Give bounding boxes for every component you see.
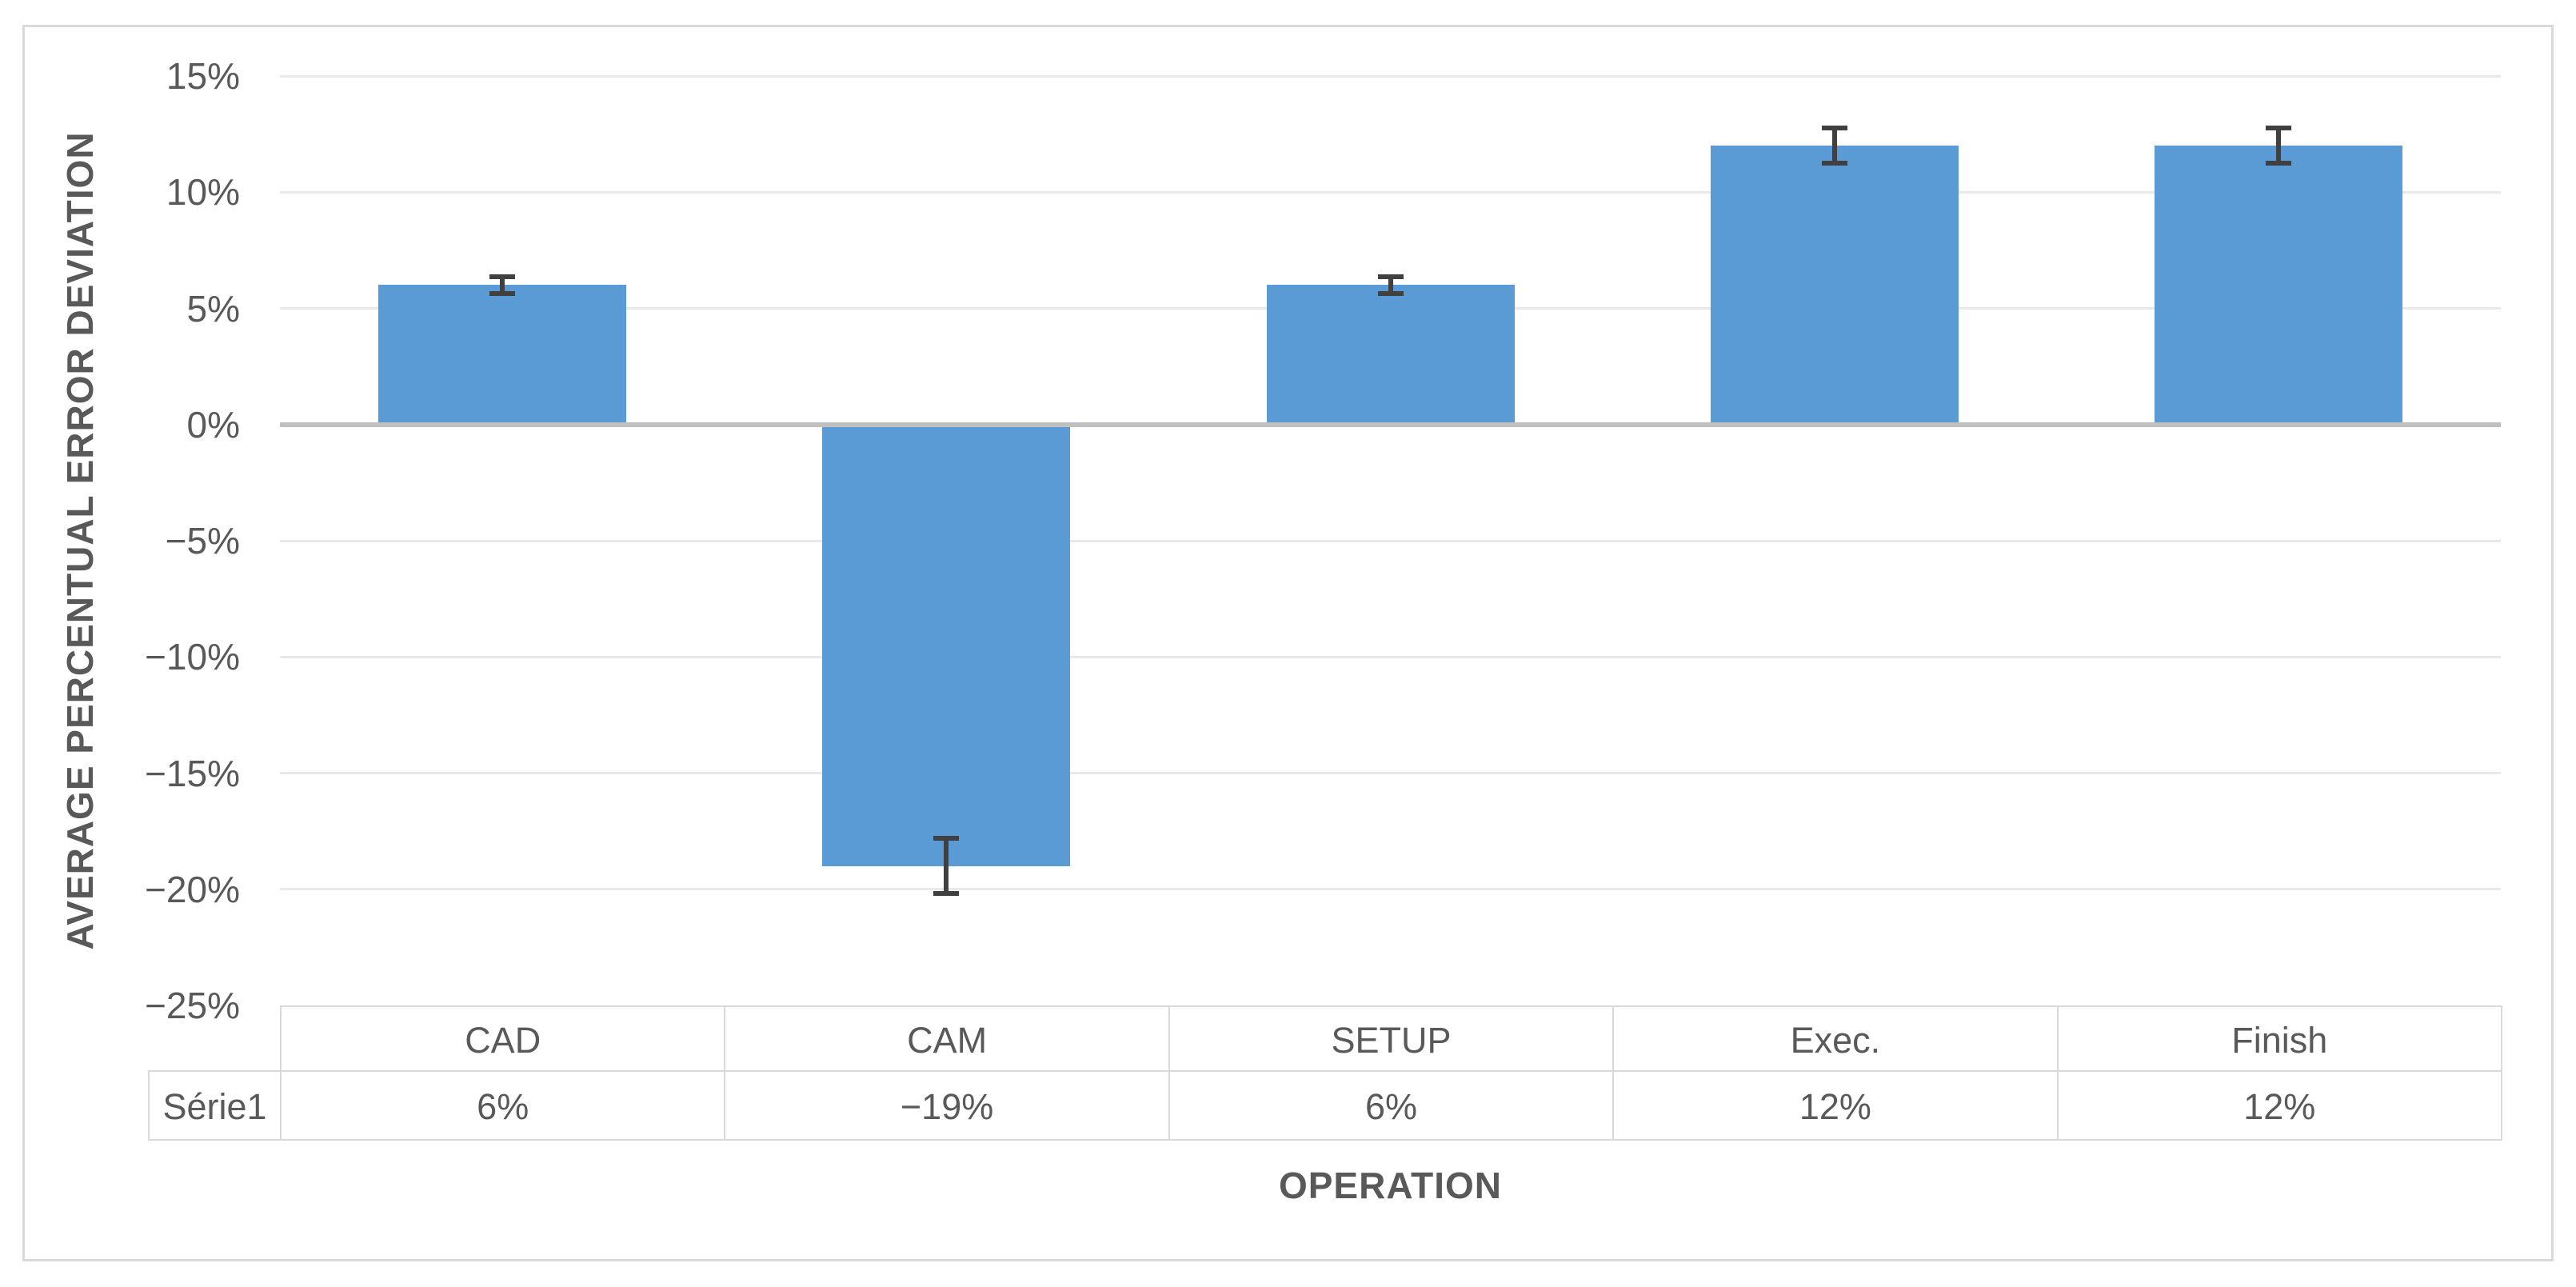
bar-finish <box>2155 146 2403 425</box>
y-tick-label--10: −10% <box>145 636 240 678</box>
gridline--5 <box>280 539 2501 542</box>
gridline--20 <box>280 888 2501 891</box>
error-bar-cap-cad-bottom <box>489 290 515 296</box>
table-header-cell-finish: Finish <box>2056 1005 2502 1072</box>
table-value-cell-exec: 12% <box>1612 1070 2059 1141</box>
y-tick-label--25: −25% <box>145 985 240 1026</box>
gridline--10 <box>280 655 2501 658</box>
gridline--15 <box>280 772 2501 774</box>
error-bar-cap-exec-bottom <box>1821 160 1847 166</box>
error-bar-cap-finish-bottom <box>2266 160 2292 166</box>
bar-setup <box>1266 285 1515 425</box>
gridline-10 <box>280 190 2501 194</box>
error-bar-exec <box>1831 126 1837 166</box>
zero-axis-line <box>280 422 2501 427</box>
error-bar-cap-cam-top <box>933 835 960 841</box>
y-tick-label--20: −20% <box>145 868 240 910</box>
y-tick-label-15: 15% <box>166 55 240 97</box>
table-value-cell-finish: 12% <box>2056 1070 2502 1141</box>
bar-cam <box>822 424 1071 866</box>
error-bar-cap-finish-top <box>2266 126 2292 131</box>
error-bar-cam <box>944 835 949 897</box>
table-value-cell-setup: 6% <box>1168 1070 1615 1141</box>
error-bar-cad <box>499 274 505 296</box>
bar-exec <box>1710 146 1959 425</box>
error-bar-setup <box>1388 274 1393 296</box>
table-header-cell-cam: CAM <box>724 1005 1170 1072</box>
y-tick-label--15: −15% <box>145 752 240 794</box>
gridline-15 <box>280 74 2501 78</box>
table-header-cell-cad: CAD <box>280 1005 726 1072</box>
chart-frame <box>22 25 2554 1261</box>
table-header-cell-setup: SETUP <box>1168 1005 1615 1072</box>
x-axis-title: OPERATION <box>1278 1165 1503 1206</box>
table-value-cell-cam: −19% <box>724 1070 1170 1141</box>
table-header-cell-exec: Exec. <box>1612 1005 2059 1072</box>
table-value-cell-cad: 6% <box>280 1070 726 1141</box>
error-bar-finish <box>2276 126 2282 166</box>
series-name-cell: Série1 <box>148 1070 282 1141</box>
y-tick-label-5: 5% <box>186 287 240 330</box>
error-bar-cap-setup-bottom <box>1377 290 1404 296</box>
error-bar-cap-setup-top <box>1377 274 1404 280</box>
error-bar-cap-cad-top <box>489 274 515 280</box>
y-tick-label-10: 10% <box>166 171 240 214</box>
y-tick-label-0: 0% <box>186 403 240 446</box>
bar-cad <box>377 285 626 425</box>
error-bar-cap-exec-top <box>1821 126 1847 131</box>
y-axis-title: AVERAGE PERCENTUAL ERROR DEVIATION <box>59 131 101 950</box>
y-tick-label--5: −5% <box>165 520 240 562</box>
error-bar-cap-cam-bottom <box>933 891 960 897</box>
